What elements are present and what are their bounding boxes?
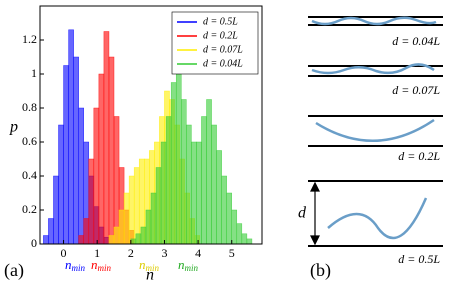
histogram-bar xyxy=(186,124,192,245)
annotation-text: n xyxy=(139,257,146,272)
legend-label: d = 0.07L xyxy=(203,44,243,55)
annotation-text: n xyxy=(178,257,185,272)
histogram-bar xyxy=(128,175,135,245)
histogram-bar xyxy=(221,175,227,245)
histogram-bar xyxy=(108,235,115,245)
annotation-sub: min xyxy=(185,263,199,273)
rods xyxy=(311,16,437,240)
spacing-label: d = 0.07L xyxy=(392,83,440,97)
legend: d = 0.5L d = 0.2L d = 0.07L d = 0.04L xyxy=(171,11,259,75)
histogram-bar xyxy=(246,238,253,245)
annotation-text: n xyxy=(65,257,72,272)
y-tick-label: 0.4 xyxy=(22,168,37,182)
histogram-bar xyxy=(103,31,110,245)
histogram-bar xyxy=(201,116,207,245)
histogram-bar xyxy=(73,56,79,245)
y-tick-label: 0.2 xyxy=(22,202,37,216)
x-tick-label: 0 xyxy=(61,246,67,260)
x-tick-label: 3 xyxy=(161,246,167,260)
legend-label: d = 0.04L xyxy=(203,58,243,69)
histogram-bar xyxy=(133,167,140,245)
histogram-bar xyxy=(175,73,182,245)
histogram-bar xyxy=(241,233,248,245)
legend-label: d = 0.5L xyxy=(203,16,238,27)
histogram-bar xyxy=(150,192,157,245)
y-tick-label: 0.8 xyxy=(22,100,37,114)
panel-label: (a) xyxy=(4,260,24,281)
histogram-bar xyxy=(78,235,84,245)
spacing-label: d = 0.04L xyxy=(392,34,440,48)
histogram-bar xyxy=(93,107,100,245)
annotation-sub: min xyxy=(146,263,160,273)
histogram-bar xyxy=(68,29,74,245)
histogram-bar xyxy=(135,233,142,245)
histogram-bar xyxy=(123,192,130,245)
x-tick-label: 4 xyxy=(195,246,201,260)
annotation: nmin xyxy=(178,257,199,273)
histogram-bar xyxy=(206,99,212,245)
histogram-bar xyxy=(98,73,105,245)
histogram-bar xyxy=(108,56,115,245)
x-axis-label: n xyxy=(146,267,154,284)
histogram-bar xyxy=(48,218,54,245)
plot-frame xyxy=(39,5,263,245)
histogram-bar xyxy=(191,141,197,245)
histogram-bar xyxy=(130,238,137,245)
legend-label: d = 0.2L xyxy=(203,30,238,41)
annotation: nmin xyxy=(65,257,86,273)
x-tick-label: 5 xyxy=(229,246,235,260)
annotation-sub: min xyxy=(72,263,86,273)
histogram-bar xyxy=(118,209,125,245)
histogram-bar xyxy=(88,158,95,245)
histogram-bar xyxy=(216,150,222,245)
y-axis-label: p xyxy=(9,119,18,136)
plates xyxy=(308,16,443,247)
histogram-bar xyxy=(63,65,69,245)
annotation-text: n xyxy=(91,257,98,272)
histogram-bar xyxy=(83,218,90,245)
histogram-series xyxy=(130,73,253,245)
histogram-bar xyxy=(211,124,217,245)
histogram-bar xyxy=(140,226,147,245)
histogram-bar xyxy=(113,226,120,245)
histogram-bar xyxy=(78,107,84,245)
histogram-bar xyxy=(236,223,243,245)
histogram-bar xyxy=(53,175,59,245)
histogram-bar xyxy=(231,209,238,245)
annotation: nmin xyxy=(139,257,160,273)
y-tick-label: 0.6 xyxy=(22,134,37,148)
histogram-bar xyxy=(226,192,232,245)
y-tick-label: 1 xyxy=(31,66,37,80)
histogram-bar xyxy=(155,167,162,245)
x-tick-label: 2 xyxy=(128,246,134,260)
histogram-bar xyxy=(113,116,120,245)
spacing-label: d = 0.5L xyxy=(398,252,440,266)
histogram-bar xyxy=(160,141,167,245)
spacing-label: d = 0.2L xyxy=(398,149,440,163)
gap-arrow xyxy=(310,181,320,246)
annotation-sub: min xyxy=(98,263,112,273)
histogram-bar xyxy=(43,235,49,245)
x-tick-label: 1 xyxy=(94,246,100,260)
y-tick-label: 0 xyxy=(31,236,37,250)
histogram-bar xyxy=(58,124,64,245)
annotation: nmin xyxy=(91,257,112,273)
histogram-bar xyxy=(145,209,152,245)
histogram-bar xyxy=(181,99,187,245)
histogram-bar xyxy=(165,116,172,245)
y-tick-label: 1.2 xyxy=(22,32,37,46)
gap-label: d xyxy=(298,205,307,222)
panel-label: (b) xyxy=(310,260,331,281)
histogram-bar xyxy=(196,141,202,245)
histogram-bar xyxy=(170,82,177,245)
